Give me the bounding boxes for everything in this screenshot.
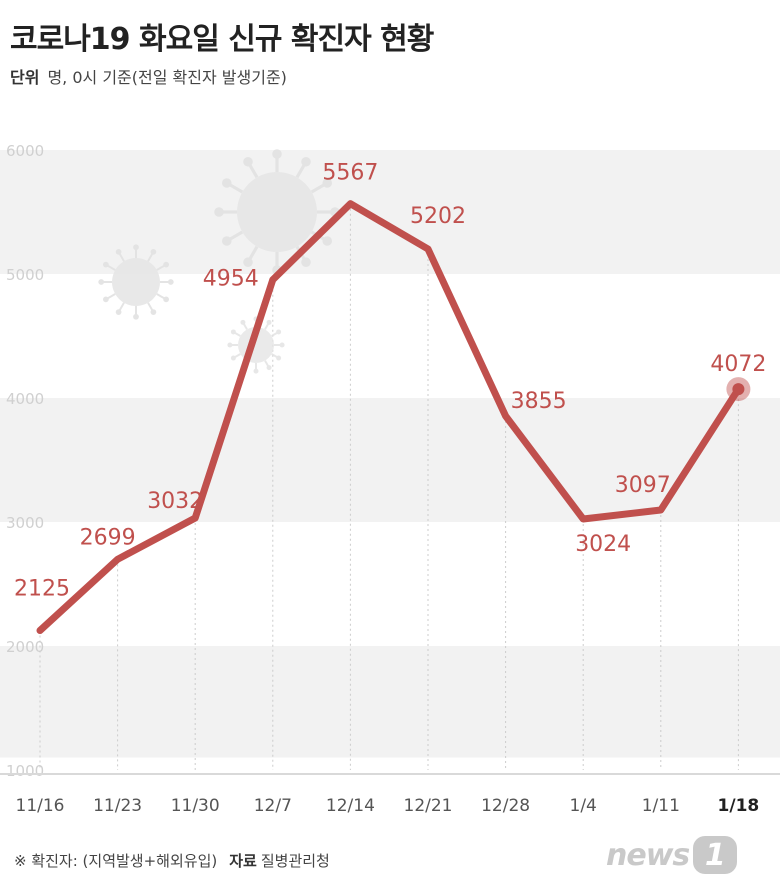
virus-tip [276, 329, 282, 335]
data-points [726, 377, 751, 402]
virus-tip [322, 178, 333, 188]
data-label: 2125 [14, 577, 70, 602]
x-tick-label: 11/16 [16, 796, 65, 816]
data-label: 2699 [80, 525, 136, 550]
band [0, 646, 780, 758]
chart-subtitle: 단위 명, 0시 기준(전일 확진자 발생기준) [10, 64, 287, 88]
virus-body [237, 172, 317, 252]
x-tick-label: 1/11 [642, 796, 680, 816]
y-tick-label: 5000 [6, 266, 44, 284]
data-label: 4954 [203, 267, 259, 292]
virus-tip [227, 342, 233, 348]
virus-tip [230, 355, 236, 361]
virus-tip [322, 236, 333, 246]
virus-tip [167, 279, 174, 285]
logo-text: news [606, 837, 690, 873]
virus-tip [115, 248, 122, 255]
source-label: 자료 [229, 852, 257, 870]
x-tick-label: 1/4 [570, 796, 597, 816]
virus-decorations [98, 149, 340, 374]
virus-tip [266, 319, 272, 325]
data-labels: 2125 2699 3032 4954 5567 5202 3855 3024 3097 4072 [14, 161, 766, 602]
virus-tip [221, 236, 232, 246]
x-tick-label: 12/21 [404, 796, 453, 816]
y-tick-label: 1000 [6, 762, 44, 780]
virus-tip [102, 296, 109, 303]
virus-tip [266, 365, 272, 371]
chart-bands [0, 150, 780, 758]
virus-tip [115, 309, 122, 316]
x-tick-label: 11/23 [93, 796, 142, 816]
virus-tip [163, 261, 170, 268]
virus-tip [279, 342, 285, 348]
data-label: 3097 [615, 473, 671, 498]
x-tick-label: 1/18 [718, 796, 760, 816]
news1-logo: news 1 [606, 836, 738, 874]
data-label: 3855 [511, 389, 567, 414]
virus-tip [98, 279, 105, 285]
virus-tip [253, 368, 259, 374]
virus-tip [102, 261, 109, 268]
virus-tip [214, 207, 224, 217]
band [0, 150, 780, 274]
chart-title: 코로나19 화요일 신규 확진자 현황 [10, 22, 434, 57]
virus-tip [243, 156, 253, 167]
virus-tip [272, 149, 282, 159]
y-tick-label: 6000 [6, 142, 44, 160]
virus-tip [133, 244, 139, 251]
virus-tip [240, 319, 246, 325]
data-label: 3032 [147, 489, 203, 514]
y-axis-ticks: 1000 2000 3000 4000 5000 6000 [6, 142, 44, 780]
data-point [732, 383, 745, 396]
data-label: 5567 [322, 161, 378, 186]
x-tick-label: 12/14 [326, 796, 375, 816]
y-tick-label: 4000 [6, 390, 44, 408]
x-tick-label: 12/7 [254, 796, 292, 816]
x-tick-label: 12/28 [481, 796, 530, 816]
x-axis-ticks: 11/16 11/23 11/30 12/7 12/14 12/21 12/28 1/4 1/1… [16, 796, 760, 816]
band [0, 398, 780, 522]
virus-tip [150, 309, 157, 316]
logo-badge: 1 [693, 836, 738, 874]
virus-tip [163, 296, 170, 303]
unit-text: 명, 0시 기준(전일 확진자 발생기준) [47, 68, 287, 87]
virus-tip [243, 257, 253, 268]
virus-tip [276, 355, 282, 361]
data-label: 5202 [410, 204, 466, 229]
data-label: 3024 [575, 532, 631, 557]
footer: ※ 확진자: (지역발생+해외유입) 자료 질병관리청 [14, 850, 330, 871]
series-line [36, 200, 742, 634]
y-tick-label: 3000 [6, 514, 44, 532]
footer-note: ※ 확진자: (지역발생+해외유입) [14, 852, 218, 870]
virus-tip [301, 156, 311, 167]
virus-tip [150, 248, 157, 255]
data-label: 4072 [710, 352, 766, 377]
virus-icon [98, 244, 174, 320]
x-tick-label: 11/30 [171, 796, 220, 816]
virus-tip [221, 178, 232, 188]
unit-label: 단위 [10, 68, 40, 87]
y-tick-label: 2000 [6, 638, 44, 656]
virus-tip [230, 329, 236, 335]
x-drop-lines [39, 203, 739, 770]
virus-icon [214, 149, 340, 275]
source-text: 질병관리청 [260, 852, 330, 870]
virus-tip [301, 257, 311, 268]
virus-tip [133, 313, 139, 320]
virus-body [112, 258, 160, 306]
